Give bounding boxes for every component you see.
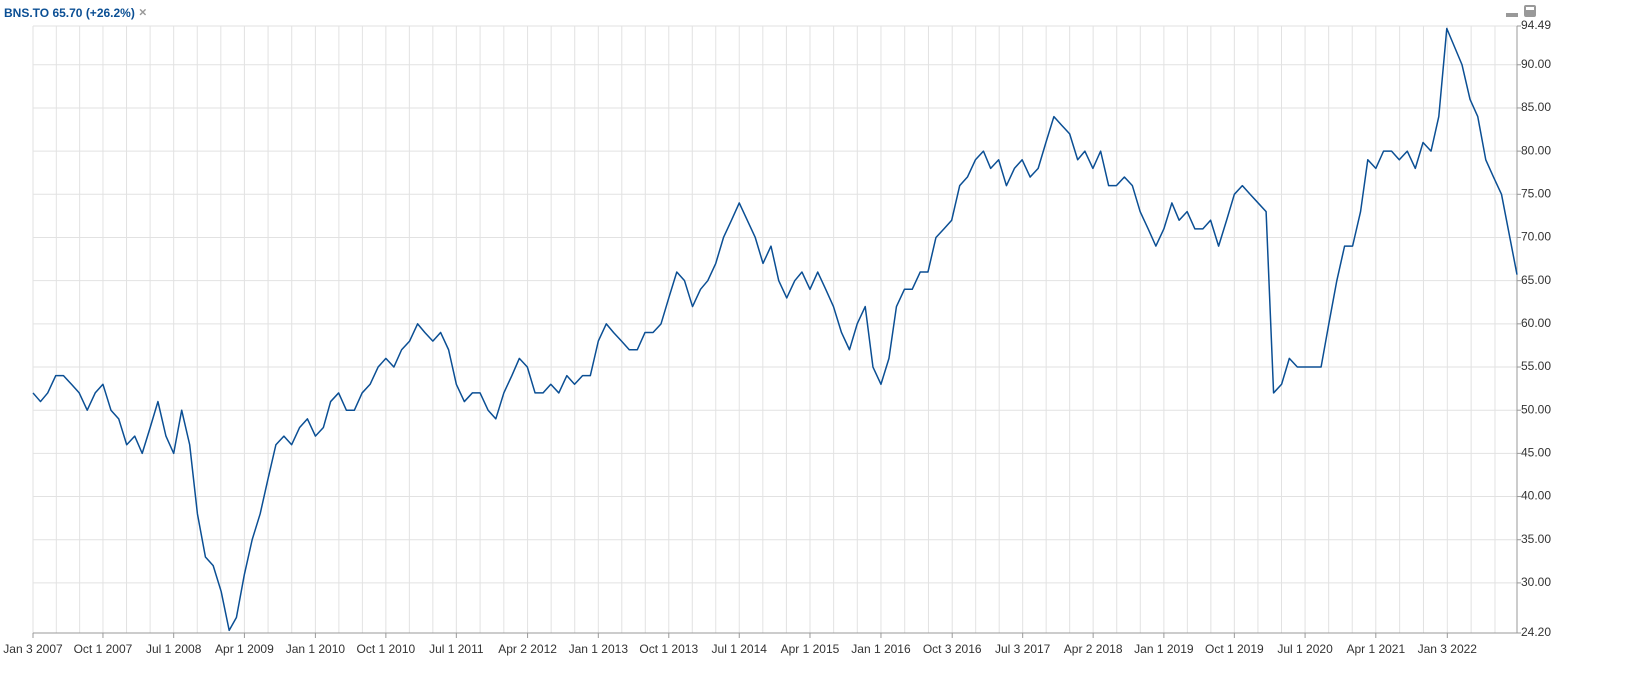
- y-tick-label: 60.00: [1521, 316, 1551, 330]
- y-tick-label: 45.00: [1521, 446, 1551, 460]
- x-tick-label: Jul 3 2017: [995, 642, 1051, 656]
- y-tick-label: 80.00: [1521, 143, 1551, 157]
- y-tick-label: 94.49: [1521, 18, 1551, 32]
- calculator-screen: [1526, 7, 1534, 10]
- x-tick-label: Apr 1 2021: [1346, 642, 1405, 656]
- x-tick-label: Apr 2 2012: [498, 642, 557, 656]
- price-line: [32, 27, 1518, 632]
- y-tick-label: 50.00: [1521, 402, 1551, 416]
- x-tick-label: Apr 2 2018: [1064, 642, 1123, 656]
- calculator-icon[interactable]: [1524, 5, 1536, 17]
- x-tick-label: Oct 1 2007: [74, 642, 133, 656]
- x-tick-label: Jul 1 2020: [1277, 642, 1333, 656]
- x-tick-label: Oct 1 2019: [1205, 642, 1264, 656]
- x-tick-label: Apr 1 2009: [215, 642, 274, 656]
- y-tick-label: 70.00: [1521, 230, 1551, 244]
- x-tick-label: Oct 3 2016: [923, 642, 982, 656]
- x-tick-label: Jul 1 2014: [712, 642, 768, 656]
- chart-title: BNS.TO 65.70 (+26.2%): [4, 6, 135, 20]
- y-tick-label: 90.00: [1521, 57, 1551, 71]
- y-tick-label: 55.00: [1521, 359, 1551, 373]
- x-tick-label: Jan 1 2013: [569, 642, 629, 656]
- x-tick-label: Jan 3 2022: [1418, 642, 1478, 656]
- y-tick-label: 35.00: [1521, 532, 1551, 546]
- x-tick-label: Apr 1 2015: [781, 642, 840, 656]
- x-tick-label: Jan 3 2007: [3, 642, 63, 656]
- x-tick-label: Jan 1 2010: [286, 642, 346, 656]
- x-tick-label: Jul 1 2008: [146, 642, 202, 656]
- y-tick-label: 65.00: [1521, 273, 1551, 287]
- x-tick-label: Jan 1 2019: [1134, 642, 1194, 656]
- minimize-icon[interactable]: [1506, 13, 1518, 17]
- y-tick-label: 30.00: [1521, 575, 1551, 589]
- x-tick-label: Jan 1 2016: [851, 642, 911, 656]
- y-tick-label: 40.00: [1521, 489, 1551, 503]
- close-button[interactable]: ×: [139, 4, 147, 19]
- y-tick-label: 75.00: [1521, 186, 1551, 200]
- x-tick-label: Oct 1 2013: [639, 642, 698, 656]
- y-tick-label: 85.00: [1521, 100, 1551, 114]
- x-tick-label: Jul 1 2011: [429, 642, 484, 656]
- x-tick-label: Oct 1 2010: [357, 642, 416, 656]
- y-tick-label: 24.20: [1521, 625, 1551, 639]
